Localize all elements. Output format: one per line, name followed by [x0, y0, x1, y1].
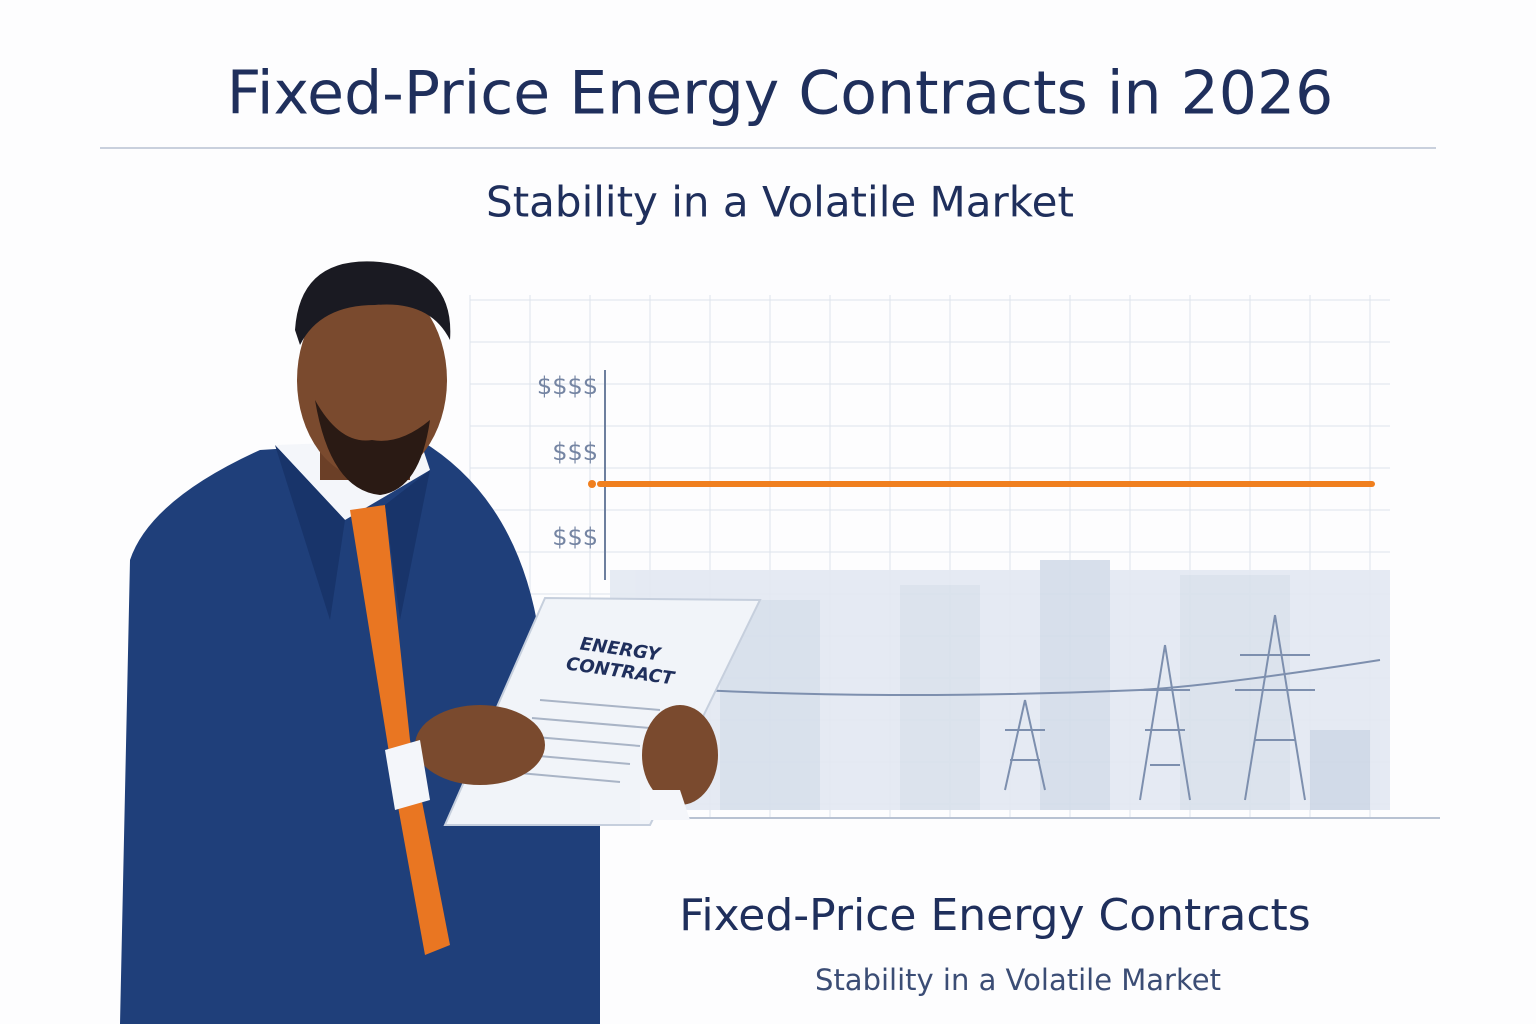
- title: Fixed-Price Energy Contracts in 2026: [227, 59, 1334, 129]
- line-start: [588, 480, 596, 488]
- hands: [415, 705, 718, 805]
- skyline: [610, 560, 1390, 810]
- power-towers: [699, 614, 1381, 801]
- subtitle: Stability in a Volatile Market: [486, 178, 1074, 227]
- axis-label: $$$$: [537, 372, 598, 400]
- axis-label: $$$: [552, 438, 598, 466]
- footer-subtitle: Stability in a Volatile Market: [815, 963, 1221, 997]
- footer-title: Fixed-Price Energy Contracts: [679, 890, 1310, 941]
- cuffs: [385, 740, 690, 820]
- person: [120, 261, 600, 1024]
- axis-label: $$$: [552, 523, 598, 551]
